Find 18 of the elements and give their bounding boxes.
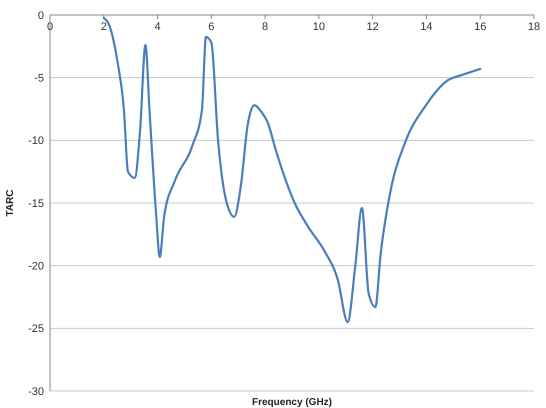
y-tick-label: 0 bbox=[38, 10, 44, 22]
y-tick-label: -10 bbox=[28, 135, 44, 148]
y-tick-label: -5 bbox=[34, 72, 44, 85]
x-tick-label: 14 bbox=[420, 21, 433, 33]
x-axis-title: Frequency (GHz) bbox=[252, 397, 332, 408]
y-axis-title: TARC bbox=[5, 189, 16, 217]
x-tick-label: 18 bbox=[528, 21, 540, 33]
y-tick-label: -15 bbox=[28, 198, 44, 210]
x-tick-label: 12 bbox=[366, 21, 379, 33]
x-tick-label: 8 bbox=[262, 21, 268, 33]
x-tick-label: 10 bbox=[312, 21, 326, 33]
y-tick-label: -25 bbox=[28, 323, 44, 336]
x-tick-label: 6 bbox=[208, 21, 214, 33]
y-tick-label: -30 bbox=[28, 386, 44, 398]
x-tick-label: 2 bbox=[100, 21, 107, 33]
y-tick-label: -20 bbox=[28, 260, 44, 273]
x-tick-label: 16 bbox=[474, 21, 486, 33]
x-tick-label: 4 bbox=[154, 21, 161, 33]
